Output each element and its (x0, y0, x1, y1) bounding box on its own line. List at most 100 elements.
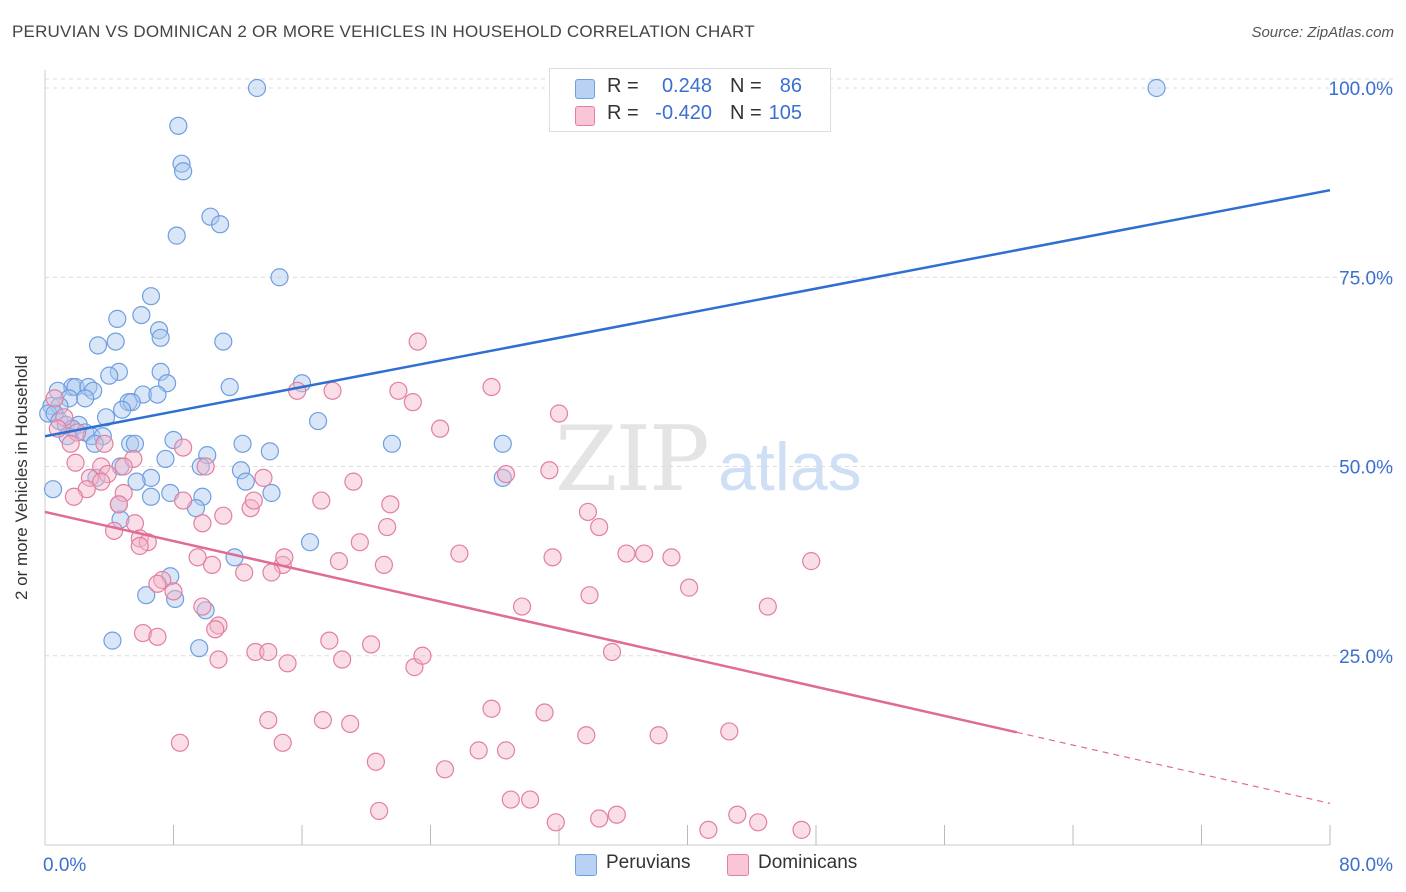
dominicans-point (148, 627, 167, 646)
peruvians-point (88, 336, 108, 355)
peruvians-point (210, 215, 230, 234)
peruvians-point (174, 162, 193, 181)
dominicans-swatch (727, 854, 749, 876)
peruvians-point (76, 389, 95, 408)
peruvians-point (148, 385, 167, 404)
peruvians-point (85, 434, 104, 453)
dominicans-point (259, 710, 278, 730)
peruvians-point (112, 400, 132, 419)
peruvians-point (151, 328, 170, 347)
x-tick-label: 80.0% (1339, 855, 1393, 876)
peruvians-point (156, 449, 175, 469)
peruvians-point (166, 589, 185, 609)
dominicans-point (699, 820, 718, 839)
x-tick-label: 0.0% (43, 855, 86, 876)
dominicans-point (92, 472, 111, 491)
watermark-zip: ZIP (555, 407, 708, 512)
peruvians-point (214, 332, 233, 351)
dominicans-point (792, 820, 811, 839)
dominicans-point (235, 563, 254, 582)
dominicans-point (366, 752, 385, 771)
dominicans-point (662, 548, 681, 567)
r-label: R = (607, 102, 639, 124)
peruvians-point (198, 446, 217, 465)
peruvians-point (172, 154, 191, 173)
dominicans-point (104, 521, 124, 540)
peruvians-point (103, 631, 122, 650)
dominicans-point (389, 381, 408, 400)
peruvians-point (125, 434, 145, 453)
dominicans-point (114, 483, 133, 503)
peruvians-swatch (575, 79, 595, 99)
peruvians-point (169, 116, 188, 135)
source-label: Source: ZipAtlas.com (1251, 24, 1394, 41)
peruvians-trend-line (44, 188, 1331, 438)
peruvians-point (141, 487, 161, 506)
dominicans-point (450, 544, 469, 563)
dominicans-point (482, 377, 501, 397)
dominicans-point (333, 650, 352, 669)
dominicans-point (580, 586, 599, 605)
dominicans-point (549, 404, 569, 423)
dominicans-point (431, 419, 450, 438)
peruvians-point (109, 362, 128, 381)
dominicans-point (496, 741, 516, 760)
peruvians-point (108, 309, 127, 328)
dominicans-point (496, 464, 516, 484)
dominicans-point (92, 457, 111, 476)
dominicans-point (174, 491, 193, 510)
y-tick-label: 75.0% (1339, 268, 1393, 289)
n-value: 86 (779, 75, 802, 97)
dominicans-point (95, 434, 114, 453)
n-value: 105 (768, 102, 802, 124)
dominicans-point (273, 733, 292, 752)
dominicans-point (130, 536, 149, 556)
dominicans-point (209, 650, 228, 669)
peruvians-point (149, 321, 169, 340)
dominicans-point (174, 438, 193, 457)
peruvians-point (220, 377, 239, 397)
dominicans-point (403, 393, 422, 412)
dominicans-point (350, 533, 369, 552)
dominicans-point (590, 517, 609, 537)
peruvians-point (191, 457, 210, 476)
peruvians-point (493, 434, 512, 453)
peruvians-point (122, 393, 141, 412)
peruvians-point (59, 389, 79, 408)
dominicans-point (323, 381, 342, 400)
peruvians-point (231, 461, 251, 480)
dominicans-point (80, 468, 100, 487)
dominicans-point (802, 552, 821, 571)
dominicans-point (125, 514, 145, 533)
peruvians-point (43, 480, 63, 499)
peruvians-point (1147, 78, 1166, 98)
dominicans-point (64, 487, 84, 506)
dominicans-point (188, 548, 207, 567)
peruvians-point (106, 332, 125, 351)
legend-label-dominicans: Dominicans (758, 852, 858, 873)
dominicans-point (374, 555, 394, 575)
dominicans-point (193, 514, 212, 533)
dominicans-point (577, 726, 596, 745)
n-label: N = (730, 102, 762, 124)
r-label: R = (607, 75, 639, 97)
peruvians-point (193, 487, 212, 506)
correlation-legend: R = 0.248 N = 86 R = -0.420 N = 105 (549, 68, 831, 132)
dominicans-point (540, 461, 559, 480)
dominicans-point (55, 408, 74, 427)
dominicans-point (607, 805, 626, 824)
dominicans-point (109, 495, 128, 514)
dominicans-point (206, 620, 225, 639)
dominicans-point (170, 733, 190, 752)
peruvians-point (308, 411, 328, 431)
dominicans-point (98, 464, 117, 484)
dominicans-trend-line (44, 510, 1018, 734)
dominicans-point (61, 434, 80, 453)
dominicans-point (254, 468, 273, 487)
peruvians-point (233, 434, 252, 453)
n-label: N = (730, 75, 762, 97)
dominicans-point (114, 457, 133, 476)
r-value: -0.420 (655, 102, 712, 124)
legend-row-peruvians: R = 0.248 N = 86 (550, 73, 830, 101)
